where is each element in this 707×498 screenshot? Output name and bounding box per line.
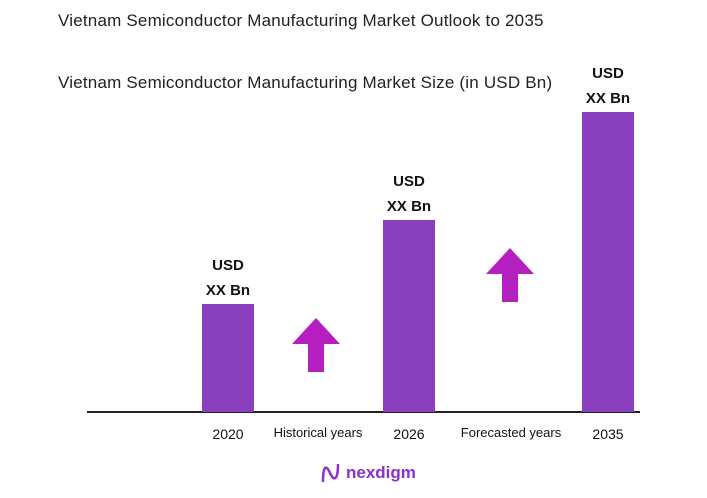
up-arrow-icon bbox=[292, 318, 340, 372]
brand-name: nexdigm bbox=[346, 463, 416, 482]
data-label: USD bbox=[592, 65, 624, 82]
bar-2020 bbox=[202, 304, 254, 412]
bar-2026 bbox=[383, 220, 435, 412]
x-tick-label: 2020 bbox=[212, 426, 243, 442]
chart-subtitle: Vietnam Semiconductor Manufacturing Mark… bbox=[58, 73, 553, 92]
x-tick-label: 2026 bbox=[393, 426, 424, 442]
data-label: XX Bn bbox=[586, 90, 630, 107]
nexdigm-logo-icon bbox=[321, 463, 340, 483]
data-label: USD bbox=[393, 173, 425, 190]
period-label: Historical years bbox=[274, 425, 363, 440]
x-tick-label: 2035 bbox=[592, 426, 623, 442]
data-label: USD bbox=[212, 257, 244, 274]
brand-logo: nexdigm bbox=[320, 462, 416, 484]
bar-2035 bbox=[582, 112, 634, 412]
up-arrow-icon bbox=[486, 248, 534, 302]
period-label: Forecasted years bbox=[461, 425, 562, 440]
data-label: XX Bn bbox=[206, 282, 250, 299]
data-label: XX Bn bbox=[387, 198, 431, 215]
chart-title: Vietnam Semiconductor Manufacturing Mark… bbox=[58, 11, 544, 30]
